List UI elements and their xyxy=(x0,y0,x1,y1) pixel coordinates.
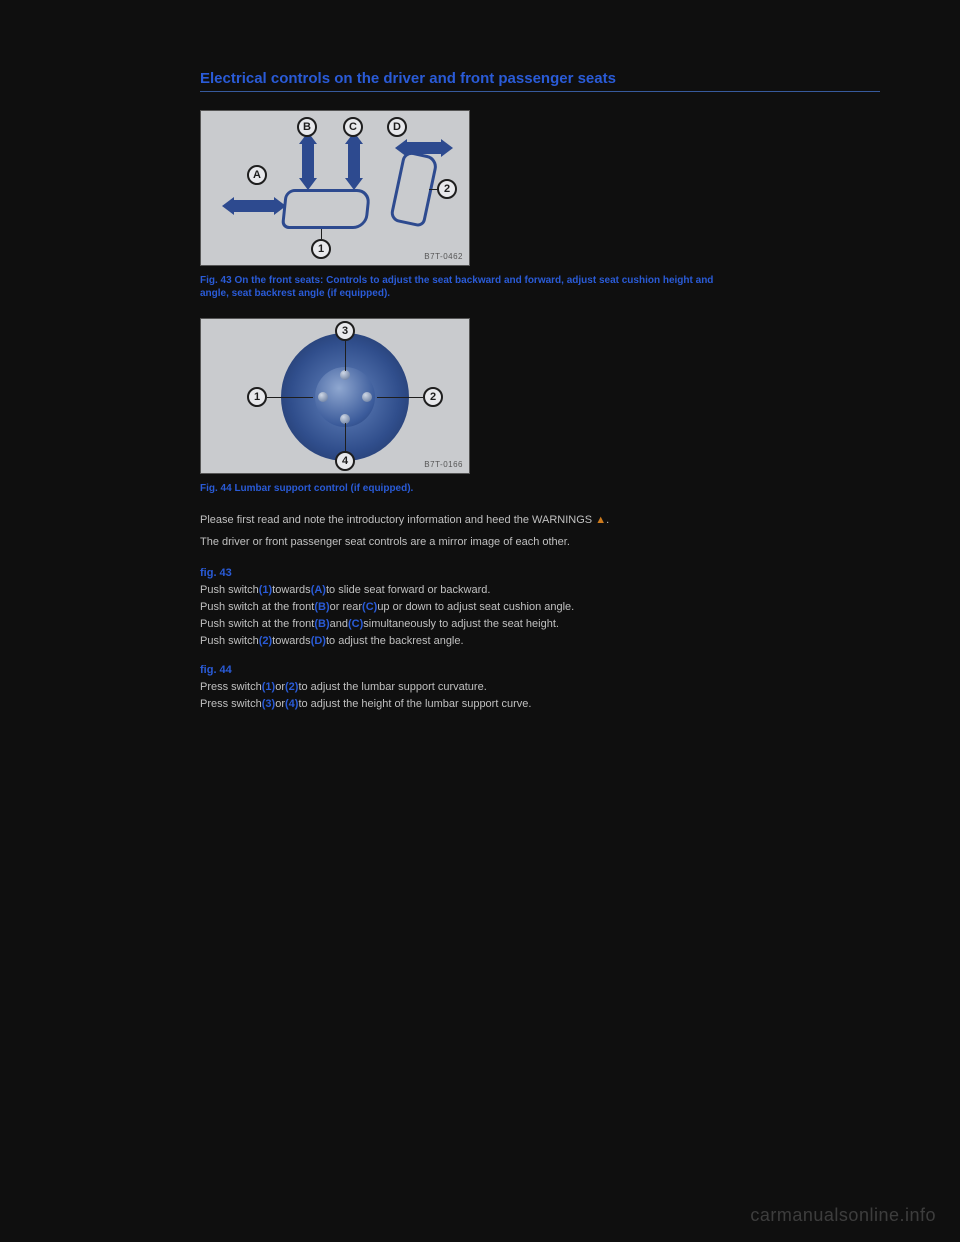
r3t1: Push switch at the front xyxy=(200,616,314,633)
section1-head: fig. 43 xyxy=(200,565,760,582)
notice-body: The driver or front passenger seat contr… xyxy=(200,535,760,551)
r6b: (4) xyxy=(285,696,298,713)
manual-page: Electrical controls on the driver and fr… xyxy=(0,0,960,753)
period: . xyxy=(606,514,609,526)
r3t3: simultaneously to adjust the seat height… xyxy=(363,616,559,633)
r1a: (1) xyxy=(259,582,272,599)
warning-icon: ▲ xyxy=(595,514,606,526)
r4t3: to adjust the backrest angle. xyxy=(326,633,464,650)
row-1: Push switch (1) towards (A) to slide sea… xyxy=(200,582,760,599)
r6t1: Press switch xyxy=(200,696,262,713)
r4t1: Push switch xyxy=(200,633,259,650)
seat-cushion-shape xyxy=(281,189,371,229)
leader-2 xyxy=(429,189,439,190)
leader2-1 xyxy=(267,397,313,398)
r2a: (B) xyxy=(314,599,329,616)
r6t3: to adjust the height of the lumbar suppo… xyxy=(298,696,531,713)
pip-left xyxy=(318,392,328,402)
pip-right xyxy=(362,392,372,402)
row-5: Press switch (1) or (2) to adjust the lu… xyxy=(200,679,760,696)
figure-43: A B C D 1 2 B7T-0462 xyxy=(200,110,470,266)
r6a: (3) xyxy=(262,696,275,713)
leader2-4 xyxy=(345,423,346,453)
r4a: (2) xyxy=(259,633,272,650)
r2t2: or rear xyxy=(330,599,362,616)
r1t3: to slide seat forward or backward. xyxy=(326,582,490,599)
r5t3: to adjust the lumbar support curvature. xyxy=(298,679,486,696)
row-4: Push switch (2) towards (D) to adjust th… xyxy=(200,633,760,650)
label-2: 2 xyxy=(437,179,457,199)
pip-top xyxy=(340,370,350,380)
r2b: (C) xyxy=(362,599,377,616)
leader2-3 xyxy=(345,341,346,371)
figure-44-caption: Fig. 44 Lumbar support control (if equip… xyxy=(200,482,740,495)
watermark: carmanualsonline.info xyxy=(750,1205,936,1226)
figure-43-tag: B7T-0462 xyxy=(424,252,463,261)
r1b: (A) xyxy=(311,582,326,599)
r3a: (B) xyxy=(314,616,329,633)
leader2-2 xyxy=(377,397,423,398)
r4b: (D) xyxy=(311,633,326,650)
arrow-B xyxy=(299,141,317,181)
figure-44: 1 2 3 4 B7T-0166 xyxy=(200,318,470,474)
label-C: C xyxy=(343,117,363,137)
label-B: B xyxy=(297,117,317,137)
section-heading: Electrical controls on the driver and fr… xyxy=(200,70,880,87)
r5a: (1) xyxy=(262,679,275,696)
row-3: Push switch at the front (B) and (C) sim… xyxy=(200,616,760,633)
r2t1: Push switch at the front xyxy=(200,599,314,616)
figure-44-tag: B7T-0166 xyxy=(424,460,463,469)
heading-rule xyxy=(200,91,880,92)
r3t2: and xyxy=(330,616,348,633)
notice-lead: Please first read and note the introduct… xyxy=(200,514,592,526)
r3b: (C) xyxy=(348,616,363,633)
label2-1: 1 xyxy=(247,387,267,407)
leader-1 xyxy=(321,229,322,241)
label-1: 1 xyxy=(311,239,331,259)
section2-head: fig. 44 xyxy=(200,662,760,679)
row-6: Press switch (3) or (4) to adjust the he… xyxy=(200,696,760,713)
fig43-ref: fig. 43 xyxy=(200,565,232,582)
r5b: (2) xyxy=(285,679,298,696)
label2-2: 2 xyxy=(423,387,443,407)
figure-43-caption: Fig. 43 On the front seats: Controls to … xyxy=(200,274,740,300)
r5t2: or xyxy=(275,679,285,696)
r4t2: towards xyxy=(272,633,311,650)
label-D: D xyxy=(387,117,407,137)
arrow-C xyxy=(345,141,363,181)
lumbar-knob-center xyxy=(315,367,375,427)
r5t1: Press switch xyxy=(200,679,262,696)
label2-3: 3 xyxy=(335,321,355,341)
arrow-A xyxy=(231,197,277,215)
intro-notice: Please first read and note the introduct… xyxy=(200,513,760,529)
r1t1: Push switch xyxy=(200,582,259,599)
r2t3: up or down to adjust seat cushion angle. xyxy=(377,599,574,616)
fig44-ref: fig. 44 xyxy=(200,662,232,679)
r1t2: towards xyxy=(272,582,311,599)
label2-4: 4 xyxy=(335,451,355,471)
label-A: A xyxy=(247,165,267,185)
row-2: Push switch at the front (B) or rear (C)… xyxy=(200,599,760,616)
r6t2: or xyxy=(275,696,285,713)
